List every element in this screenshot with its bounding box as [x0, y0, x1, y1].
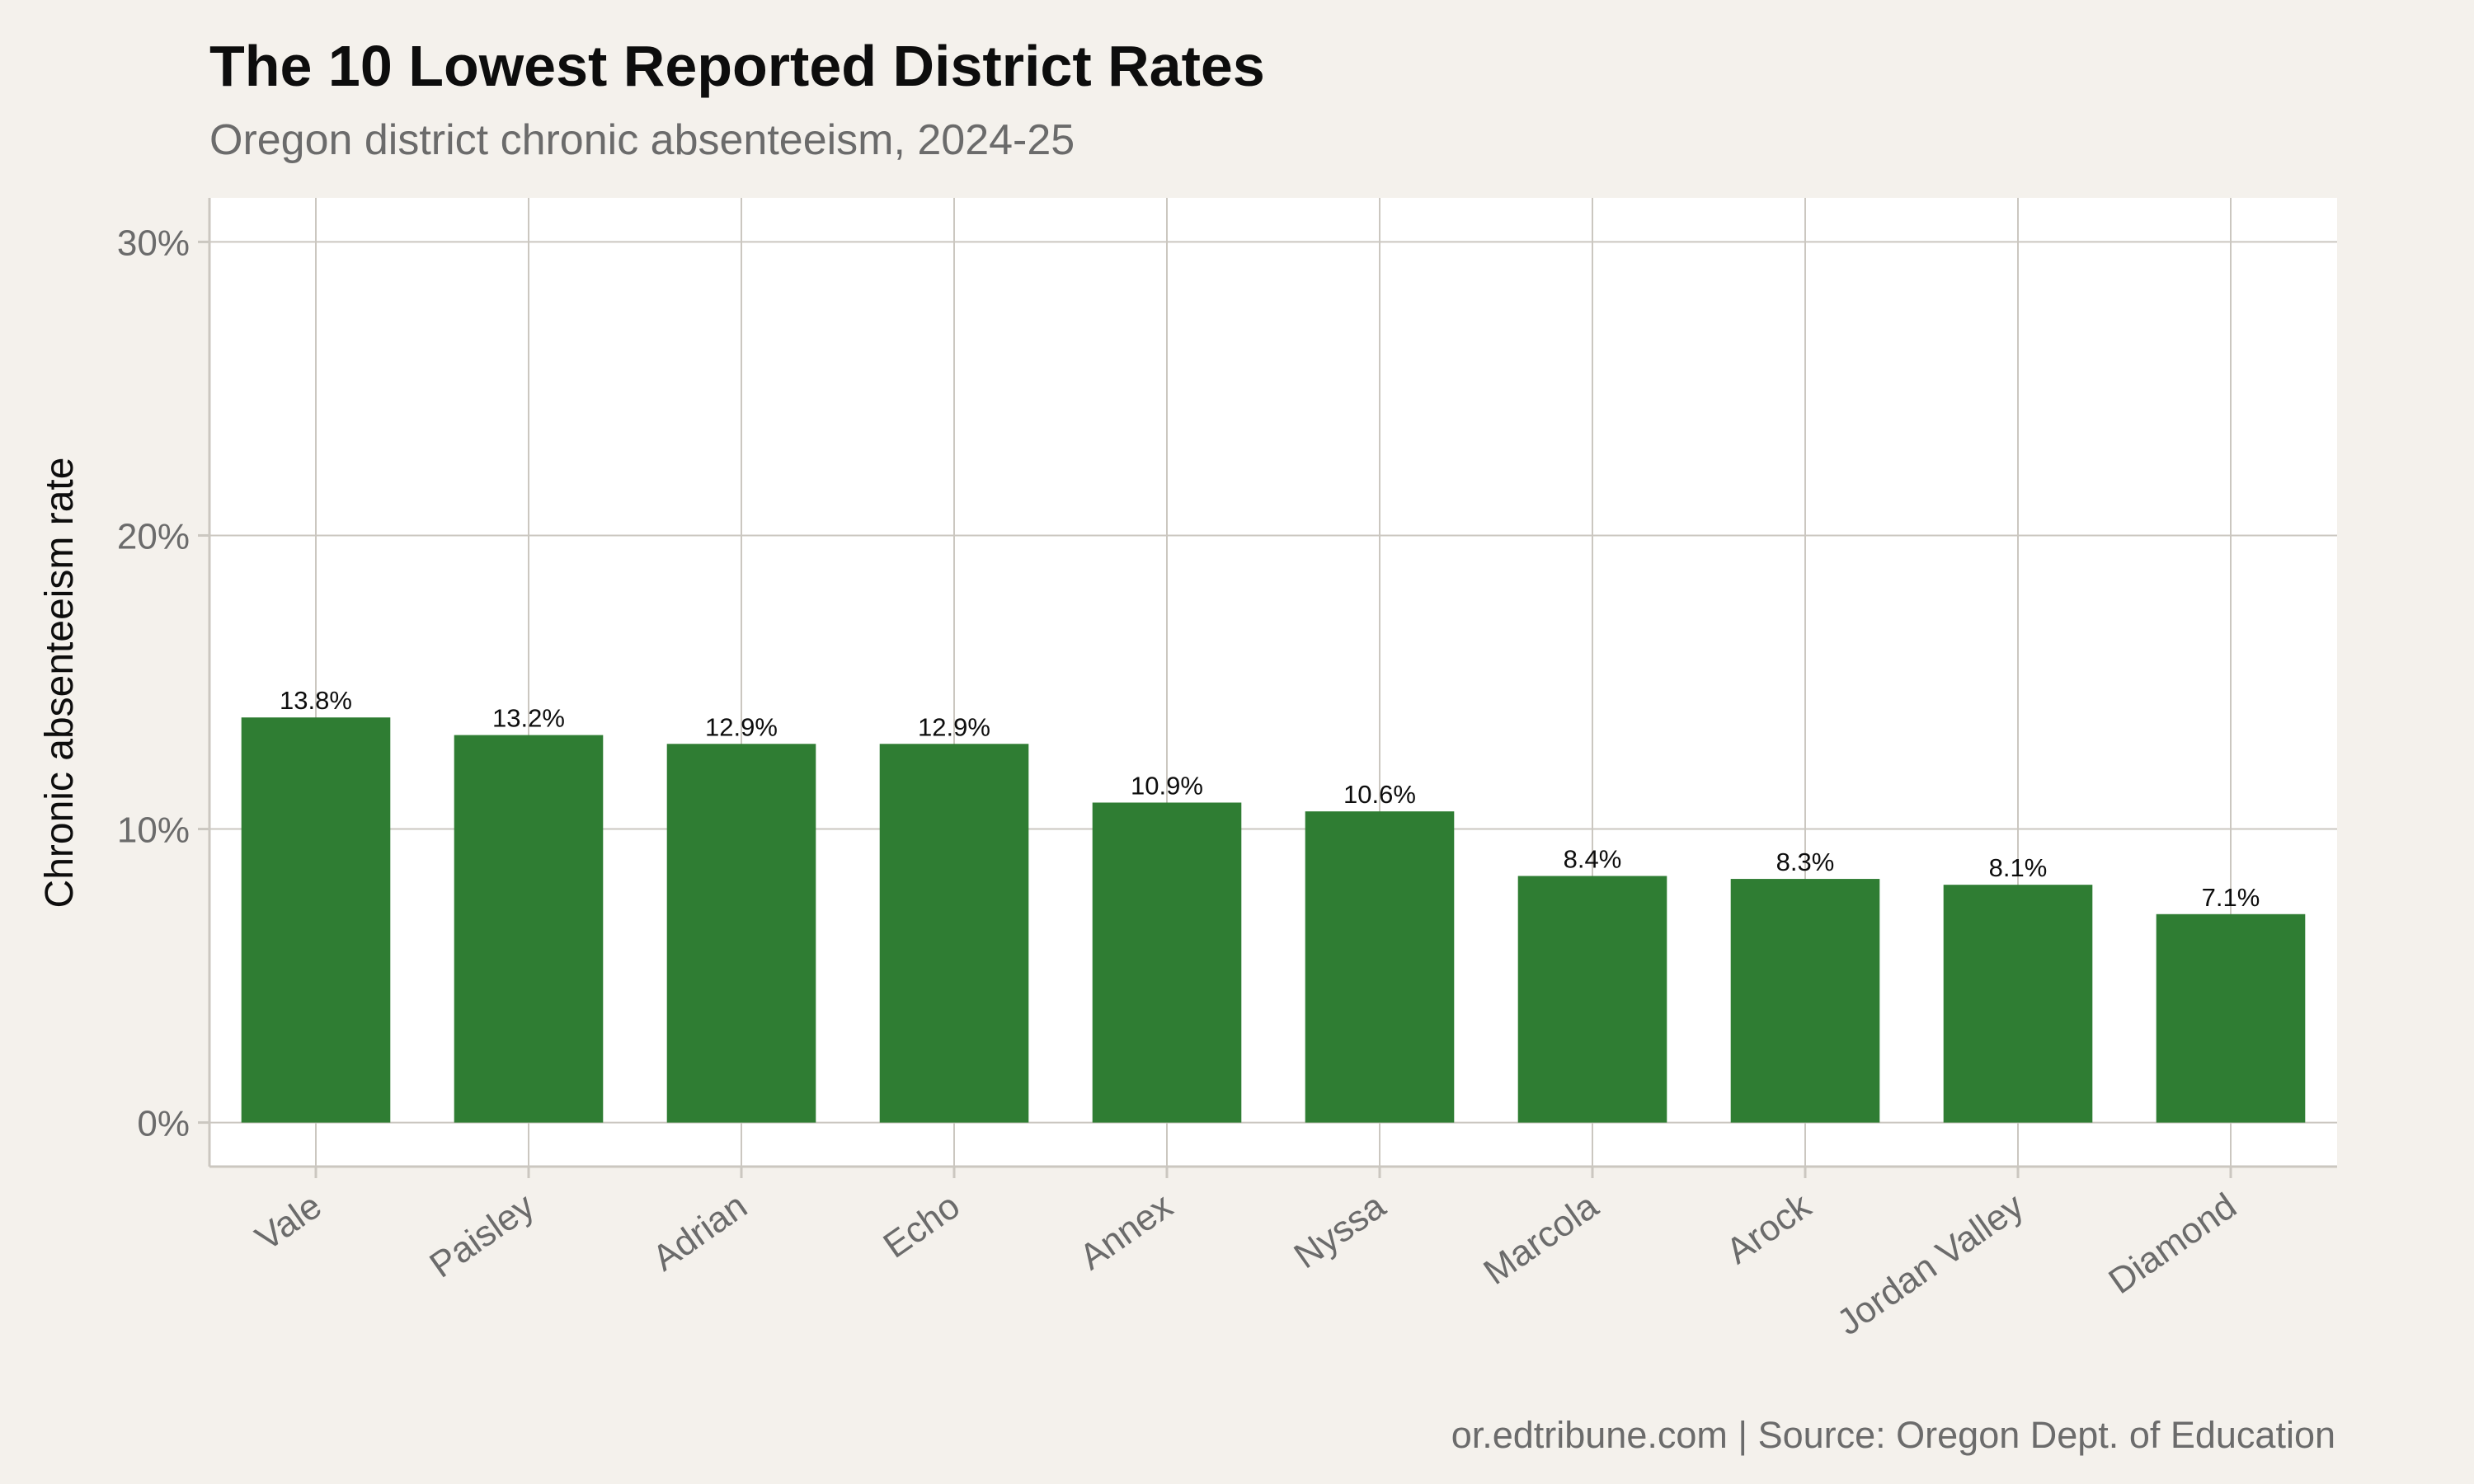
bar-value-label: 8.3%	[1776, 848, 1835, 876]
bar-value-label: 13.8%	[280, 686, 352, 715]
chart-title: The 10 Lowest Reported District Rates	[209, 34, 1265, 98]
source-caption: or.edtribune.com | Source: Oregon Dept. …	[1451, 1414, 2335, 1456]
bar-value-label: 8.4%	[1564, 845, 1622, 874]
x-tick-label: Adrian	[645, 1186, 754, 1279]
bars	[241, 717, 2306, 1123]
bar-nyssa	[1305, 811, 1455, 1123]
y-tick-label: 20%	[117, 516, 190, 556]
x-tick-label: Marcola	[1476, 1186, 1606, 1293]
x-tick-label: Annex	[1072, 1186, 1179, 1278]
bar-diamond	[2156, 913, 2306, 1123]
bar-value-label: 13.2%	[492, 704, 565, 733]
bar-arock	[1730, 879, 1880, 1123]
x-tick-label: Nyssa	[1286, 1186, 1393, 1277]
bar-value-label: 7.1%	[2202, 883, 2260, 912]
bar-paisley	[454, 735, 604, 1123]
bar-vale	[241, 717, 391, 1123]
bar-value-label: 10.9%	[1131, 771, 1203, 800]
y-tick-label: 30%	[117, 223, 190, 263]
bar-adrian	[666, 744, 816, 1123]
bar-marcola	[1517, 876, 1667, 1123]
bar-echo	[879, 744, 1029, 1123]
x-tick-label: Paisley	[422, 1186, 541, 1285]
x-tick-label: Arock	[1719, 1185, 1818, 1271]
bar-value-label: 12.9%	[705, 712, 778, 741]
y-tick-label: 10%	[117, 810, 190, 851]
x-tick-label: Jordan Valley	[1830, 1186, 2031, 1343]
bar-value-label: 10.6%	[1343, 780, 1416, 809]
axes	[208, 198, 2337, 1168]
bar-value-label: 12.9%	[918, 712, 990, 741]
data-labels: 13.8% 13.2% 12.9% 12.9% 10.9% 10.6% 8.4% 8.3% 8.…	[280, 686, 2260, 912]
bar-annex	[1092, 802, 1242, 1123]
bar-value-label: 8.1%	[1989, 853, 2048, 882]
y-axis-title: Chronic absenteeism rate	[38, 458, 82, 909]
bar-jordan-valley	[1943, 885, 2093, 1123]
x-tick-label: Vale	[248, 1186, 329, 1259]
x-tick-label: Echo	[876, 1186, 967, 1266]
x-tick-label: Diamond	[2101, 1186, 2243, 1302]
y-tick-label: 0%	[137, 1104, 190, 1144]
chart-subtitle: Oregon district chronic absenteeism, 202…	[209, 116, 1075, 164]
